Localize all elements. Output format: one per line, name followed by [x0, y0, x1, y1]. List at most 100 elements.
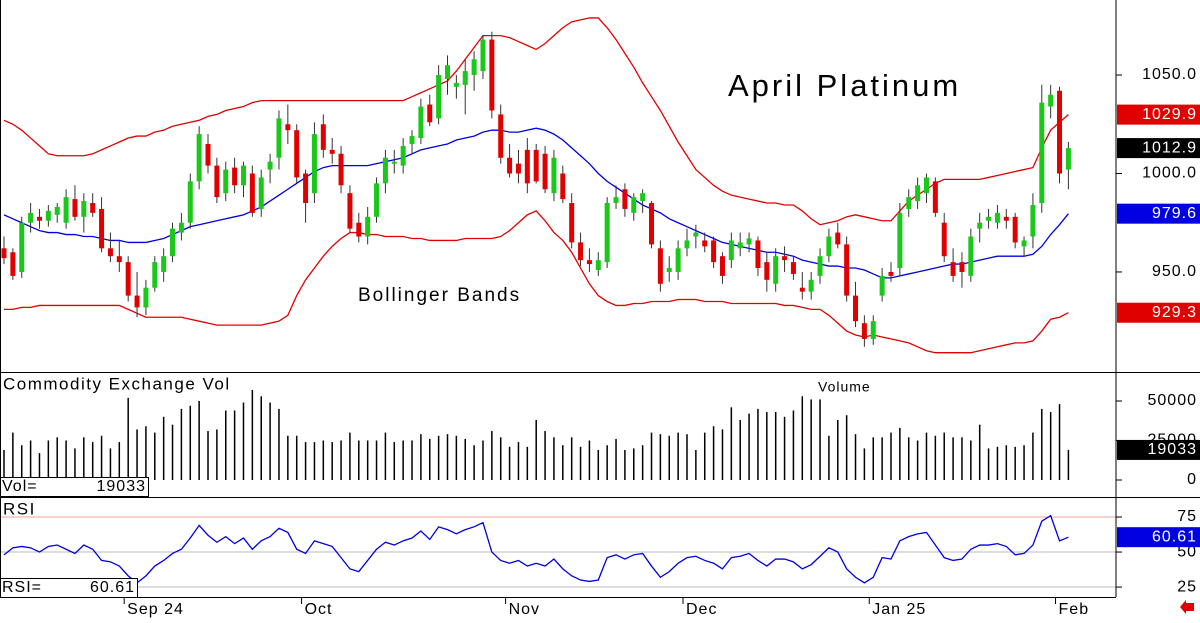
candle-body [311, 134, 317, 194]
candle-body [737, 242, 743, 249]
volume-bar [118, 442, 121, 480]
candle-body [409, 136, 415, 144]
candle-body [808, 279, 814, 292]
candle-body [870, 321, 876, 339]
candle-body [524, 149, 530, 184]
candle-body [578, 242, 584, 261]
volume-bar [703, 432, 706, 480]
volume-bar [358, 440, 360, 480]
candle-body [977, 222, 983, 229]
volume-bar [136, 429, 138, 480]
candle-body [116, 256, 122, 263]
candle-body [329, 149, 335, 154]
candle-body [835, 232, 841, 245]
volume-bar [828, 435, 830, 480]
volume-bar [437, 435, 440, 480]
candle-body [320, 124, 326, 150]
volume-bar [508, 446, 511, 480]
volume-bar [659, 434, 662, 480]
y-tick-label: 1000.0 [1142, 165, 1197, 182]
volume-bar [464, 438, 466, 480]
volume-bar [597, 449, 600, 480]
volume-bar [154, 432, 156, 480]
candle-body [755, 240, 761, 269]
candle-body [1048, 94, 1054, 107]
volume-bar [677, 432, 679, 480]
readout-box [0, 477, 149, 497]
volume-bar [570, 437, 573, 480]
volume-bar [872, 437, 875, 480]
candle-body [551, 157, 557, 194]
candle-body [915, 185, 921, 202]
volume-bar [233, 410, 236, 480]
candle-body [666, 268, 672, 272]
candle-body [950, 262, 956, 276]
candle-body [711, 240, 717, 263]
candle-body [223, 169, 229, 194]
scroll-arrow[interactable] [1180, 600, 1194, 614]
volume-bar [633, 448, 635, 480]
volume-bar [863, 448, 866, 480]
candle-body [338, 153, 344, 186]
volume-bar [934, 435, 937, 480]
volume-bar [91, 442, 94, 480]
candle-body [1003, 216, 1009, 221]
candle-body [515, 163, 521, 174]
volume-bar [730, 407, 733, 480]
volume-bar [978, 424, 981, 480]
candle-body [480, 39, 486, 72]
volume-bar [429, 438, 431, 480]
candle-body [285, 124, 291, 131]
candle-body [152, 262, 158, 288]
candle-body [178, 222, 184, 233]
volume-bar [145, 426, 147, 480]
candle-body [906, 197, 912, 209]
volume-bar [1023, 445, 1025, 480]
y-tick-label: 1050.0 [1142, 66, 1197, 83]
volume-bar [1058, 404, 1061, 480]
volume-bar [1067, 449, 1070, 480]
volume-bar [606, 445, 608, 480]
candle-body [684, 240, 690, 249]
volume-bar [641, 445, 644, 480]
volume-bar [721, 429, 724, 480]
candle-body [365, 216, 371, 237]
volume-bar [366, 440, 369, 480]
candle-body [1, 248, 7, 259]
volume-bar [402, 440, 404, 480]
candle-body [187, 181, 193, 223]
candle-body [19, 222, 25, 272]
candle-body [1039, 102, 1045, 204]
last-value-label: 1012.9 [1142, 139, 1197, 156]
volume-bar [340, 440, 342, 480]
volume-bar [38, 453, 41, 480]
candle-body [205, 143, 211, 166]
volume-bar [987, 448, 990, 480]
candle-body [249, 173, 255, 213]
annotation: Bollinger Bands [358, 285, 521, 306]
candle-body [923, 177, 929, 194]
candle-body [649, 203, 655, 245]
x-tick-label: Feb [1059, 601, 1090, 618]
volume-bar [952, 437, 954, 480]
candle-body [613, 197, 619, 204]
candle-body [595, 260, 601, 270]
candle-body [853, 295, 859, 322]
volume-bar [74, 448, 76, 480]
volume-bar [20, 445, 23, 480]
candle-body [196, 134, 202, 182]
volume-bar [482, 440, 484, 480]
volume-bar [411, 440, 413, 480]
last-value-label: 1029.9 [1142, 106, 1197, 123]
volume-bar [686, 434, 688, 480]
volume-bar [3, 449, 5, 480]
volume-bar [1032, 432, 1034, 480]
volume-bar [624, 449, 626, 480]
candle-body [764, 262, 770, 280]
candle-body [232, 167, 238, 186]
volume-bar [322, 440, 325, 480]
volume-bar [171, 424, 174, 480]
candle-body [533, 149, 539, 182]
candle-body [240, 165, 246, 186]
volume-bar [162, 416, 165, 480]
